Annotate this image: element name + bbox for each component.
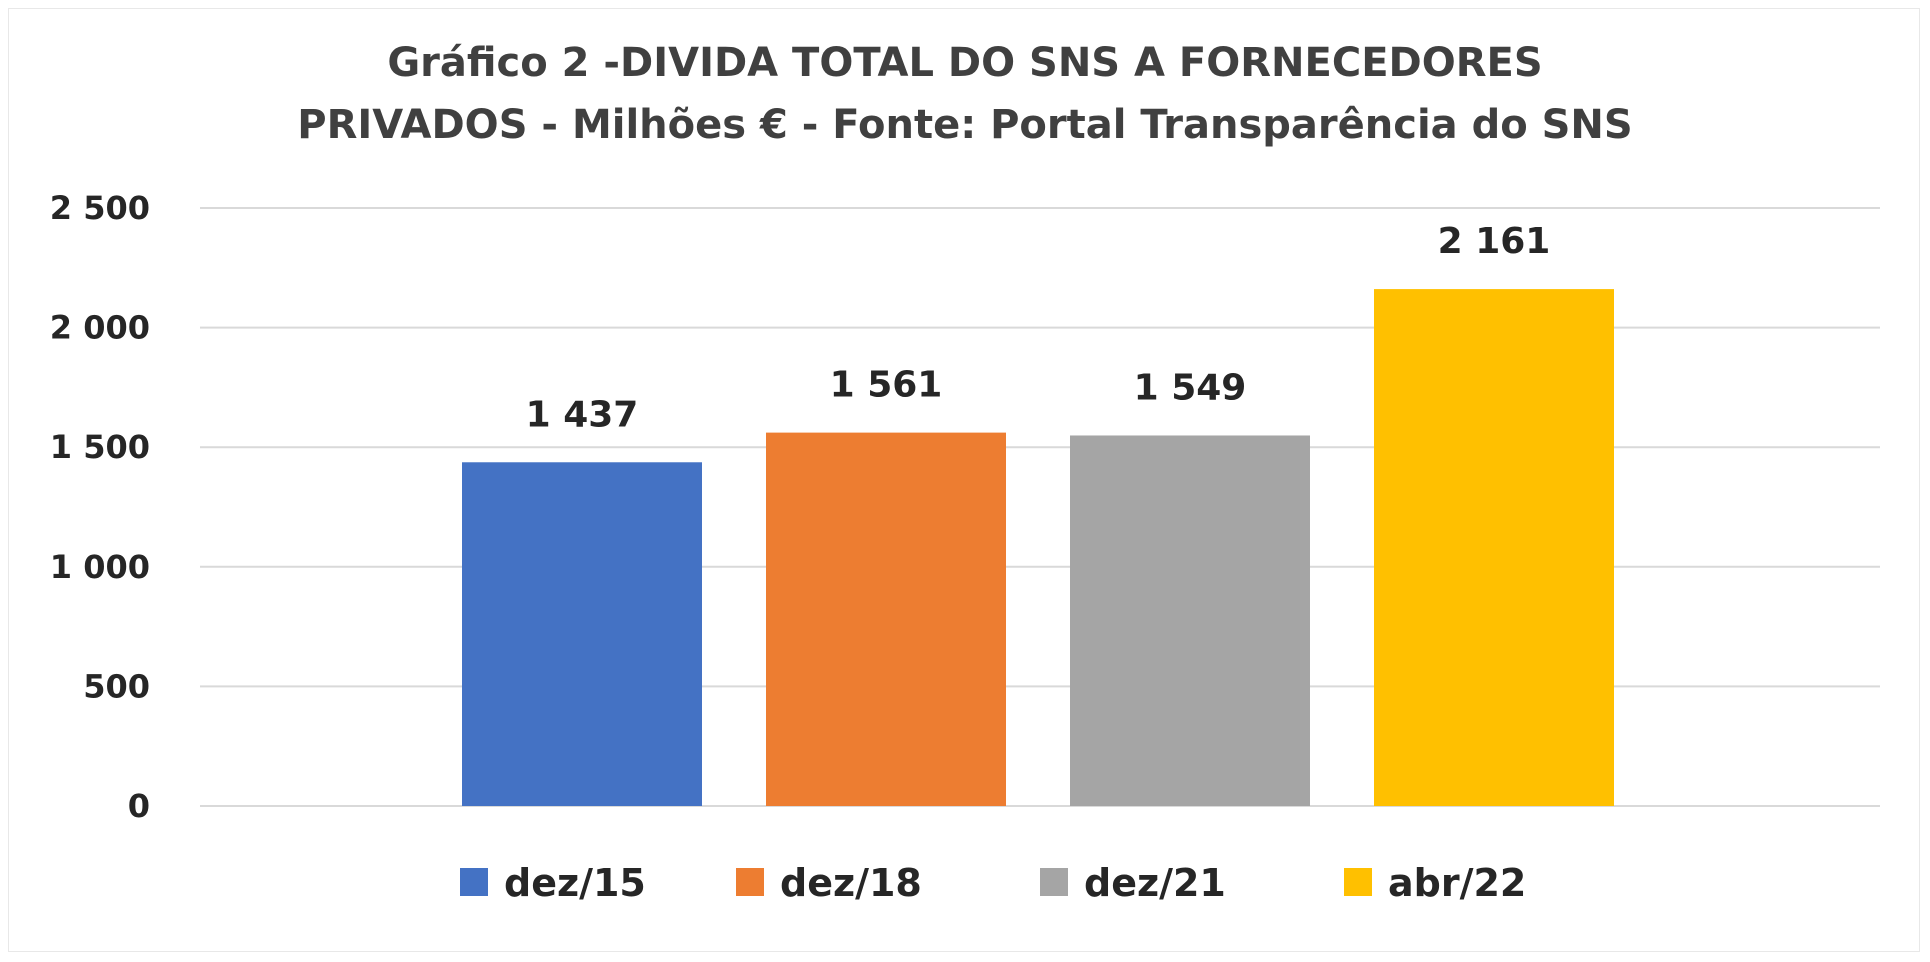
data-label: 1 549 [1134,367,1247,408]
bars [462,289,1614,806]
y-tick-label: 2 500 [50,189,150,227]
legend-label: dez/21 [1084,861,1226,905]
legend-swatch [460,868,488,896]
y-tick-label: 1 500 [50,428,150,466]
data-label: 1 561 [830,365,943,406]
data-label: 1 437 [526,394,639,435]
y-tick-label: 1 000 [50,548,150,586]
bar-abr-22 [1374,289,1614,806]
y-axis-ticks: 0 500 1 000 1 500 2 000 2 500 [50,189,150,825]
legend-swatch [736,868,764,896]
chart-title-line-1: Gráfico 2 -DIVIDA TOTAL DO SNS A FORNECE… [387,40,1543,86]
data-labels: 1 437 1 561 1 549 2 161 [526,221,1551,435]
y-tick-label: 2 000 [50,309,150,347]
legend-label: dez/18 [780,861,922,905]
gridlines [200,207,1880,807]
legend-swatch [1344,868,1372,896]
bar-dez-21 [1070,435,1310,806]
data-label: 2 161 [1438,221,1551,262]
y-tick-label: 0 [128,787,150,825]
legend-swatch [1040,868,1068,896]
y-tick-label: 500 [83,667,150,705]
legend-label: dez/15 [504,861,646,905]
legend-label: abr/22 [1388,861,1526,905]
chart-title-line-2: PRIVADOS - Milhões € - Fonte: Portal Tra… [297,102,1633,148]
legend: dez/15 dez/18 dez/21 abr/22 [460,861,1526,905]
bar-dez-18 [766,432,1006,806]
bar-dez-15 [462,462,702,806]
